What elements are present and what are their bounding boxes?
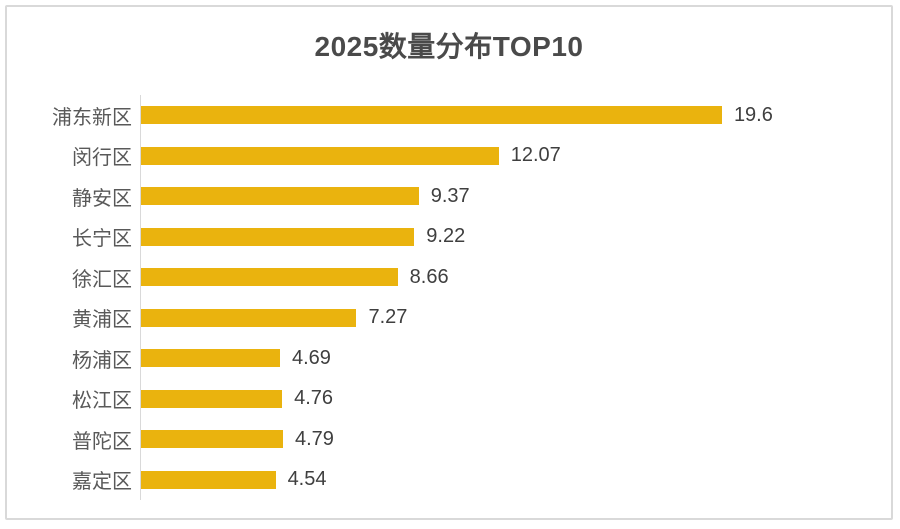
bar: [141, 430, 283, 449]
value-label: 12.07: [510, 144, 561, 167]
value-label: 7.27: [368, 306, 408, 329]
category-label: 黄浦区: [72, 309, 132, 332]
bar: [141, 308, 357, 327]
bar-track: 9.22: [140, 216, 882, 257]
bar: [141, 146, 499, 165]
value-label: 4.76: [294, 387, 334, 410]
value-label: 9.37: [430, 184, 470, 207]
bar: [141, 227, 415, 246]
bar: [141, 389, 283, 408]
category-label: 徐汇区: [72, 268, 132, 291]
bar-track: 7.27: [140, 297, 882, 338]
bar-track: 19.6: [140, 95, 882, 136]
chart-title: 2025数量分布TOP10: [314, 31, 584, 62]
category-label: 长宁区: [72, 228, 132, 251]
chart-row: 杨浦区 4.69: [32, 338, 882, 379]
bar: [141, 106, 722, 125]
category-label: 闵行区: [72, 147, 132, 170]
chart-row: 嘉定区 4.54: [32, 459, 882, 500]
chart-row: 闵行区 12.07: [32, 135, 882, 176]
bar-track: 12.07: [140, 135, 882, 176]
value-label: 9.22: [426, 225, 466, 248]
value-label: 19.6: [733, 103, 773, 126]
bar: [141, 187, 419, 206]
bar-track: 9.37: [140, 176, 882, 217]
chart-frame: 2025数量分布TOP10 浦东新区 19.6 闵行区 12.07 静安区 9.37 长宁区…: [5, 5, 893, 520]
bar-track: 8.66: [140, 257, 882, 298]
category-label: 静安区: [72, 187, 132, 210]
bar-track: 4.76: [140, 378, 882, 419]
chart-row: 浦东新区 19.6: [32, 95, 882, 136]
bar-track: 4.69: [140, 338, 882, 379]
value-label: 8.66: [409, 265, 449, 288]
category-label: 杨浦区: [72, 349, 132, 372]
category-label: 松江区: [72, 390, 132, 413]
bar-track: 4.54: [140, 459, 882, 500]
bar-chart: 浦东新区 19.6 闵行区 12.07 静安区 9.37 长宁区 9.22 徐汇区 8.66 黄浦区…: [32, 95, 882, 500]
bar: [141, 470, 276, 489]
chart-row: 松江区 4.76: [32, 378, 882, 419]
chart-row: 静安区 9.37: [32, 176, 882, 217]
chart-row: 普陀区 4.79: [32, 419, 882, 460]
bar: [141, 349, 280, 368]
chart-row: 长宁区 9.22: [32, 216, 882, 257]
chart-row: 黄浦区 7.27: [32, 297, 882, 338]
category-label: 普陀区: [72, 430, 132, 453]
bar-track: 4.79: [140, 419, 882, 460]
bar: [141, 268, 398, 287]
category-label: 嘉定区: [72, 471, 132, 494]
chart-row: 徐汇区 8.66: [32, 257, 882, 298]
category-label: 浦东新区: [52, 106, 132, 129]
value-label: 4.79: [294, 427, 334, 450]
value-label: 4.69: [292, 346, 331, 369]
value-label: 4.54: [287, 468, 327, 491]
